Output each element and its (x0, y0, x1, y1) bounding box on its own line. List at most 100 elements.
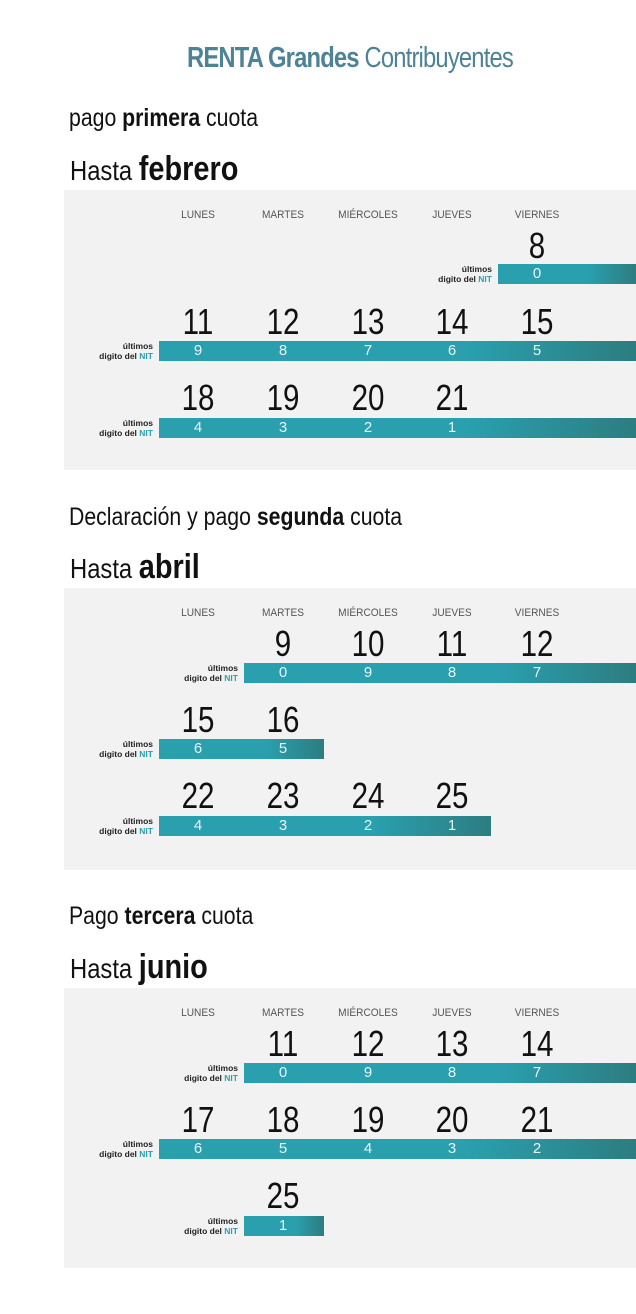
weekday-header: MARTES (261, 1007, 304, 1019)
day-number: 24 (351, 775, 385, 816)
nit-label: últimos digito del NIT (63, 816, 153, 836)
month-pill: Hasta abril (64, 542, 362, 586)
day-number: 14 (520, 1023, 554, 1064)
day-number: 13 (351, 301, 385, 342)
day-number: 17 (181, 1099, 215, 1140)
nit-label: últimos digito del NIT (63, 418, 153, 438)
section-panel (64, 988, 636, 1268)
nit-label-line1: últimos (207, 1216, 238, 1226)
nit-digit: 3 (278, 419, 288, 436)
heading-pre: Declaración y pago (69, 503, 257, 531)
nit-label-line1: últimos (207, 1063, 238, 1073)
nit-digit: 8 (278, 342, 288, 359)
nit-label: últimos digito del NIT (63, 341, 153, 361)
weekday-header: VIERNES (514, 607, 560, 619)
weekday-header: JUEVES (432, 607, 472, 619)
month-name: junio (138, 948, 208, 986)
nit-label-digito: digito del (184, 673, 222, 683)
nit-digit-bar (159, 418, 636, 438)
nit-label-line1: últimos (122, 739, 153, 749)
weekday-header: JUEVES (432, 209, 472, 221)
month-name: abril (138, 548, 200, 586)
nit-digit: 9 (193, 342, 203, 359)
nit-digit: 3 (278, 817, 288, 834)
month-deadline: Hasta abril (70, 548, 200, 587)
nit-digit: 6 (447, 342, 457, 359)
nit-digit-bar (244, 1063, 636, 1083)
nit-label: últimos digito del NIT (148, 1063, 238, 1083)
day-number: 20 (351, 377, 385, 418)
month-deadline: Hasta junio (70, 948, 208, 987)
nit-label-nit: NIT (224, 1226, 238, 1236)
nit-digit: 7 (532, 664, 542, 681)
nit-label-nit: NIT (224, 1073, 238, 1083)
nit-digit-bar (159, 341, 636, 361)
nit-label-line1: últimos (122, 1139, 153, 1149)
nit-label-line1: últimos (207, 663, 238, 673)
nit-label: últimos digito del NIT (63, 739, 153, 759)
nit-digit: 4 (193, 419, 203, 436)
day-number: 25 (435, 775, 469, 816)
nit-digit-bar (159, 1139, 636, 1159)
weekday-header: LUNES (181, 1007, 215, 1019)
nit-label-nit: NIT (478, 274, 492, 284)
nit-label-digito: digito del (438, 274, 476, 284)
weekday-header: VIERNES (514, 209, 560, 221)
nit-label-line2: digito del NIT (402, 274, 492, 284)
nit-digit: 3 (447, 1140, 457, 1157)
nit-digit: 2 (363, 419, 373, 436)
day-number: 23 (266, 775, 300, 816)
month-prefix: Hasta (70, 553, 139, 584)
day-number: 18 (181, 377, 215, 418)
nit-digit-bar (498, 264, 636, 284)
nit-digit: 1 (278, 1217, 288, 1234)
nit-label-line1: últimos (122, 816, 153, 826)
nit-digit: 5 (278, 740, 288, 757)
heading-post: cuota (344, 503, 403, 531)
nit-digit: 6 (193, 1140, 203, 1157)
nit-digit: 8 (447, 664, 457, 681)
weekday-header: MIÉRCOLES (338, 209, 398, 221)
month-deadline: Hasta febrero (70, 150, 238, 189)
nit-label: últimos digito del NIT (148, 663, 238, 683)
heading-post: cuota (200, 104, 259, 132)
day-number: 10 (351, 623, 385, 664)
nit-digit: 9 (363, 1064, 373, 1081)
nit-digit: 1 (447, 817, 457, 834)
day-number: 11 (436, 623, 468, 664)
weekday-header: LUNES (181, 209, 215, 221)
nit-label-digito: digito del (99, 351, 137, 361)
day-number: 15 (520, 301, 554, 342)
weekday-header: LUNES (181, 607, 215, 619)
day-number: 11 (182, 301, 214, 342)
nit-label-nit: NIT (139, 1149, 153, 1159)
nit-digit: 7 (363, 342, 373, 359)
weekday-header: JUEVES (432, 1007, 472, 1019)
nit-digit: 4 (363, 1140, 373, 1157)
nit-label-line2: digito del NIT (148, 673, 238, 683)
nit-digit: 0 (278, 1064, 288, 1081)
day-number: 20 (435, 1099, 469, 1140)
nit-label: últimos digito del NIT (148, 1216, 238, 1236)
nit-label-nit: NIT (224, 673, 238, 683)
nit-label-line1: últimos (122, 341, 153, 351)
day-number: 12 (266, 301, 300, 342)
nit-label-line2: digito del NIT (63, 351, 153, 361)
nit-label-digito: digito del (99, 428, 137, 438)
nit-label-line2: digito del NIT (63, 428, 153, 438)
title-rest: Contribuyentes (364, 42, 514, 74)
nit-digit: 5 (532, 342, 542, 359)
nit-label-nit: NIT (139, 826, 153, 836)
day-number: 21 (520, 1099, 554, 1140)
nit-digit: 7 (532, 1064, 542, 1081)
nit-label-digito: digito del (184, 1073, 222, 1083)
section-heading: Pago tercera cuota (69, 902, 253, 931)
nit-label-digito: digito del (99, 749, 137, 759)
day-number: 12 (351, 1023, 385, 1064)
day-number: 22 (181, 775, 215, 816)
nit-label-line1: últimos (122, 418, 153, 428)
nit-digit: 1 (447, 419, 457, 436)
page-title: RENTA Grandes Contribuyentes (63, 42, 636, 75)
day-number: 11 (267, 1023, 299, 1064)
weekday-header: MIÉRCOLES (338, 1007, 398, 1019)
